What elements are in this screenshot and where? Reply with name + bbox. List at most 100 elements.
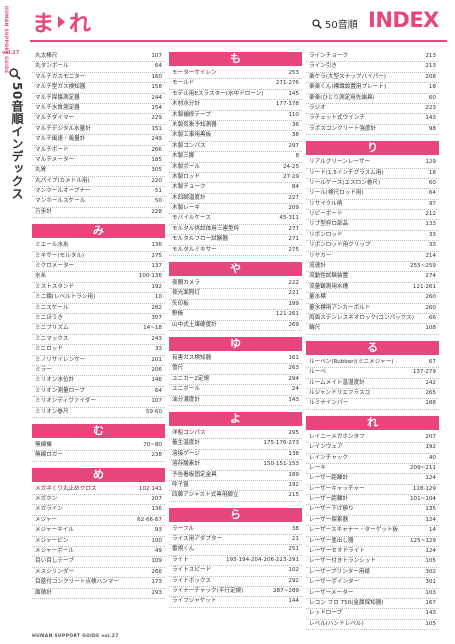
index-entry: 水糸 100·136	[32, 272, 165, 283]
entry-pages: 212	[425, 211, 436, 218]
index-section: るルーペン(Rubber)(ミニメジャー) 67 ルーペ 137·279 ルームメイト温…	[306, 340, 439, 410]
index-entry: 山中式土壌硬度計 269	[169, 321, 302, 331]
entry-name: 木製ロッド	[172, 173, 200, 180]
entry-name: リード(1.5インチグラスム用)	[309, 169, 384, 176]
entry-name: マルチ型ガス検知器	[35, 84, 86, 91]
entry-pages: 201	[151, 356, 162, 363]
entry-name: ミラー	[35, 366, 52, 373]
entry-name: ラチェット式ウインチ	[309, 115, 365, 122]
entry-pages: 64	[154, 63, 162, 70]
entry-pages: 121·261	[275, 311, 299, 318]
index-entry: レーザー距離計 101~104	[306, 495, 439, 506]
entry-name: ルーペン(Rubber)(ミニメジャー)	[309, 358, 394, 365]
entry-name: レーザー距離計	[309, 475, 349, 482]
entry-name: リヤカー	[309, 252, 332, 259]
entry-pages: 167	[425, 599, 436, 606]
entry-name: 量水標用アンカーボルト	[309, 304, 371, 311]
index-entry: 木製チョーク 84	[169, 183, 302, 194]
entry-name: ミエール水糸	[35, 242, 69, 249]
index-entry: レインチャック 40	[306, 454, 439, 464]
index-column: 丸太棒尺 107 丸タンボール 64 マルチガスモニター 160 マルチ型ガス検知器 158 マ…	[32, 52, 165, 599]
index-entry: レインウェア 192	[306, 443, 439, 454]
index-title: INDEX	[368, 8, 439, 32]
index-entry: 四脚アジャスト式専用脚立 215	[169, 491, 302, 502]
index-entry: リボンロッド用クリップ 33	[306, 241, 439, 252]
entry-pages: 282	[151, 304, 162, 311]
entry-name: レッドロープ	[309, 610, 343, 617]
entry-name: マルチ探傷測定器	[35, 94, 80, 101]
entry-name: ミノリサイレンサー	[35, 356, 86, 363]
entry-pages: 124	[425, 548, 436, 555]
entry-name: レーザー墨出し器	[309, 537, 354, 544]
brand: HUMAN SUPPORT GUIDE	[3, 6, 8, 74]
entry-name: 木製ポール	[172, 163, 200, 170]
entry-name: 有害ガス検知器	[172, 354, 212, 361]
entry-name: リボンロッド用クリップ	[309, 242, 371, 249]
index-entry: 呼子笛 192	[169, 481, 302, 492]
entry-pages: 251	[288, 546, 299, 553]
entry-name: リブ型枠ロ部品	[309, 221, 349, 228]
index-entry: 輪尺 108	[306, 324, 439, 335]
entry-pages: 189	[288, 471, 299, 478]
index-entry: レコン フロ 750(金属探知器) 167	[306, 599, 439, 610]
entry-name: ライフジャケット	[172, 598, 217, 605]
entry-name: レイニーメガホンタフ	[309, 433, 365, 440]
entry-name: 流動性試験装置	[309, 273, 349, 280]
entry-name: 溶接ゲージ	[172, 450, 200, 457]
index-section: みミエール水糸 136 ミキサー(モルタル) 275 ミクロメーター 137 水糸 100·1…	[32, 224, 165, 418]
entry-name: レーザープリンター用紙	[309, 568, 371, 575]
index-column: ラインチョーク 213 ライン引き 213 楽ケラ(大型スナップバイパー) 208 楽楽くん…	[306, 52, 439, 631]
entry-pages: 185	[151, 156, 162, 163]
entry-pages: 136	[151, 506, 162, 513]
index-column: もモーターサイレン 253 モールド 271·276 モデル用Eスラスター(水中ドローン…	[169, 52, 302, 608]
section-heading: め	[32, 467, 165, 482]
entry-pages: 293	[151, 589, 162, 596]
entry-pages: 242	[425, 379, 436, 386]
entry-pages: 192	[288, 481, 299, 488]
entry-name: 野帳	[172, 311, 184, 318]
index-entry: ミリオン測量ロープ 64	[32, 387, 165, 398]
entry-pages: 263	[288, 365, 299, 372]
entry-name: 木製工事用黒板	[172, 132, 212, 139]
entry-pages: 208	[425, 73, 436, 80]
index-entry: マルチ探傷測定器 244	[32, 94, 165, 104]
entry-pages: 260	[425, 304, 436, 311]
index-entry: 有害ガス検知器 161	[169, 354, 302, 365]
entry-pages: 297	[288, 142, 299, 149]
index-entry: 目盛付コンクリート点検ハンマー 173	[32, 578, 165, 589]
index-entry: 木材水分計 177·178	[169, 100, 302, 111]
index-entry: ライフジャケット 144	[169, 597, 302, 608]
entry-name: マンホールスケール	[35, 198, 86, 205]
index-section: れレイニーメガホンタフ 207 レインウェア 192 レインチャック 40 レーキ 209~2…	[306, 415, 439, 631]
entry-name: 輪尺	[309, 325, 321, 332]
entry-name: 丸胃	[35, 167, 47, 174]
index-entry: ルームメイト温湿度計 242	[306, 379, 439, 389]
entry-pages: 49	[154, 548, 162, 555]
entry-pages: 206	[151, 366, 162, 373]
entry-pages: 40	[428, 454, 436, 461]
section-heading: る	[306, 340, 439, 355]
index-entry: 木製補修テープ 110	[169, 111, 302, 121]
entry-name: モルタルミキサー	[172, 246, 217, 253]
entry-pages: 60	[428, 179, 436, 186]
entry-pages: 265	[425, 389, 436, 396]
entry-pages: 133	[425, 221, 436, 228]
index-entry: ミニスケール 282	[32, 304, 165, 314]
entry-name: ラーフル	[172, 525, 195, 532]
entry-pages: 292	[288, 577, 299, 584]
entry-name: 矢印板	[172, 300, 189, 307]
entry-pages: 249	[151, 136, 162, 143]
index-entry: 洋船コンパス 295	[169, 429, 302, 440]
entry-name: ライトボックス	[172, 577, 211, 584]
index-entry: 流量観測用水槽 121·261	[306, 283, 439, 294]
entry-name: 雪尺	[172, 365, 184, 372]
entry-pages: 215	[288, 492, 299, 499]
entry-name: ユニボール	[172, 386, 200, 393]
index-entry: メガネくり丸止めクロス 102·141	[32, 485, 165, 496]
index-entry: 木製ポール 24·25	[169, 163, 302, 173]
entry-pages: 209	[288, 205, 299, 212]
index-entry: マルチ型ガス検知器 158	[32, 83, 165, 94]
index-entry: ラチェット式ウインチ 143	[306, 114, 439, 125]
entry-name: 流量観測用水槽	[309, 283, 349, 290]
entry-name: マルチダイマー	[35, 115, 75, 122]
